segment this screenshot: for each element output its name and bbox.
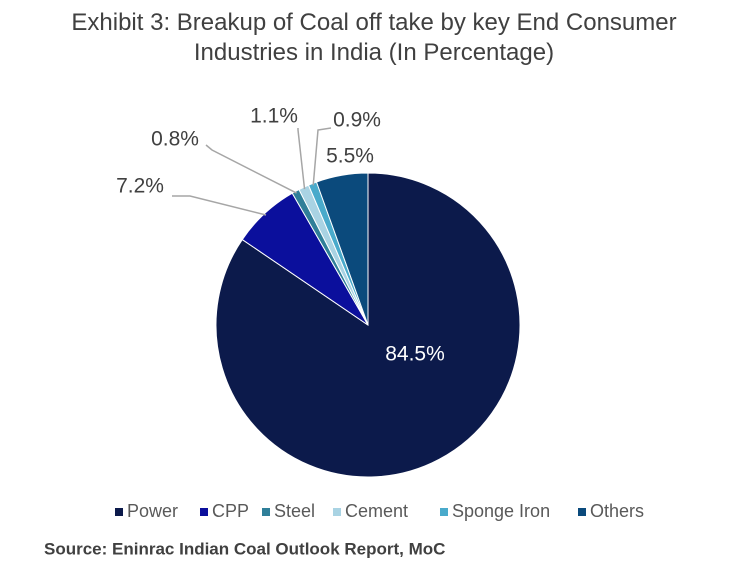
legend-marker bbox=[578, 508, 586, 516]
legend-label: Others bbox=[590, 501, 644, 521]
leader-line bbox=[297, 128, 306, 190]
legend-label: Power bbox=[127, 501, 178, 521]
legend-marker bbox=[262, 508, 270, 516]
data-label: 0.9% bbox=[333, 109, 381, 132]
legend-marker bbox=[333, 508, 341, 516]
leader-line bbox=[312, 127, 332, 186]
data-label: 5.5% bbox=[326, 145, 374, 168]
pie-slice bbox=[315, 172, 369, 326]
source: Source: Eninrac Indian Coal Outlook Repo… bbox=[44, 539, 445, 558]
data-label: 7.2% bbox=[116, 175, 164, 198]
legend-marker bbox=[200, 508, 208, 516]
data-label: 84.5% bbox=[385, 343, 445, 366]
legend-label: Sponge Iron bbox=[452, 501, 550, 521]
legend-label: Cement bbox=[345, 501, 408, 521]
legend-marker bbox=[440, 508, 448, 516]
leader-line bbox=[172, 195, 267, 216]
data-label: 0.8% bbox=[151, 128, 199, 151]
chart-title: Exhibit 3: Breakup of Coal off take by k… bbox=[71, 9, 677, 66]
data-label: 1.1% bbox=[250, 105, 298, 128]
legend-label: Steel bbox=[274, 501, 315, 521]
legend-label: CPP bbox=[212, 501, 249, 521]
leader-line bbox=[205, 144, 297, 194]
legend-marker bbox=[115, 508, 123, 516]
